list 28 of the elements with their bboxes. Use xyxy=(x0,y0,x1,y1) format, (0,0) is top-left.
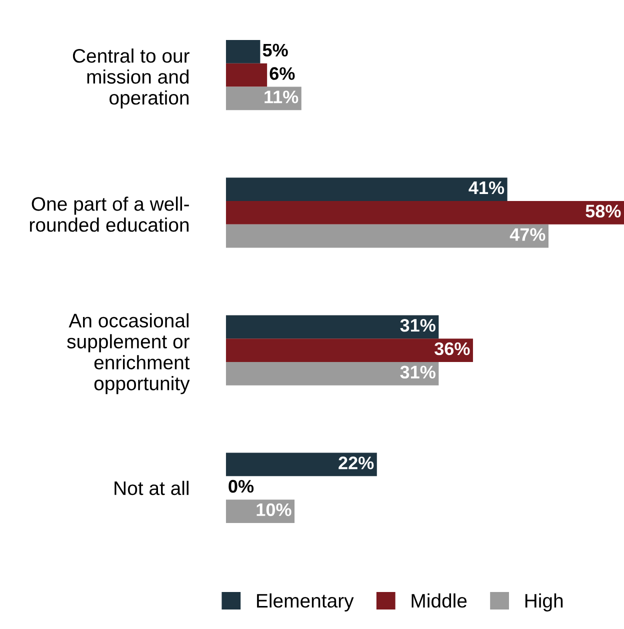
data-label: 41% xyxy=(468,181,504,194)
data-label: 11% xyxy=(264,90,298,104)
y-tick-label: One part of a well- rounded education xyxy=(30,196,189,232)
data-label: 0% xyxy=(228,480,254,493)
data-label: 47% xyxy=(510,228,546,241)
y-tick-label: Not at all xyxy=(114,480,188,496)
data-label: 31% xyxy=(400,318,436,332)
bar xyxy=(226,178,508,201)
y-tick-label: An occasional supplement or enrichment opportunity xyxy=(67,313,190,394)
bar xyxy=(226,338,473,362)
data-label: 6% xyxy=(270,67,295,80)
data-label: 36% xyxy=(434,342,470,356)
bar xyxy=(226,200,624,224)
data-label: 58% xyxy=(586,204,621,218)
legend-label: Elementary xyxy=(257,593,354,612)
bar xyxy=(226,452,377,476)
bar xyxy=(226,63,268,87)
data-label: 5% xyxy=(262,44,288,57)
bar xyxy=(226,315,439,339)
bar xyxy=(226,40,260,64)
data-label: 10% xyxy=(256,503,292,516)
legend-label: High xyxy=(525,593,563,612)
data-label: 22% xyxy=(338,456,374,470)
y-tick-label: Central to our mission and operation xyxy=(72,48,190,109)
data-label: 31% xyxy=(400,366,436,379)
legend-label: Middle xyxy=(412,593,467,608)
bar xyxy=(226,362,439,386)
bar xyxy=(226,224,548,248)
